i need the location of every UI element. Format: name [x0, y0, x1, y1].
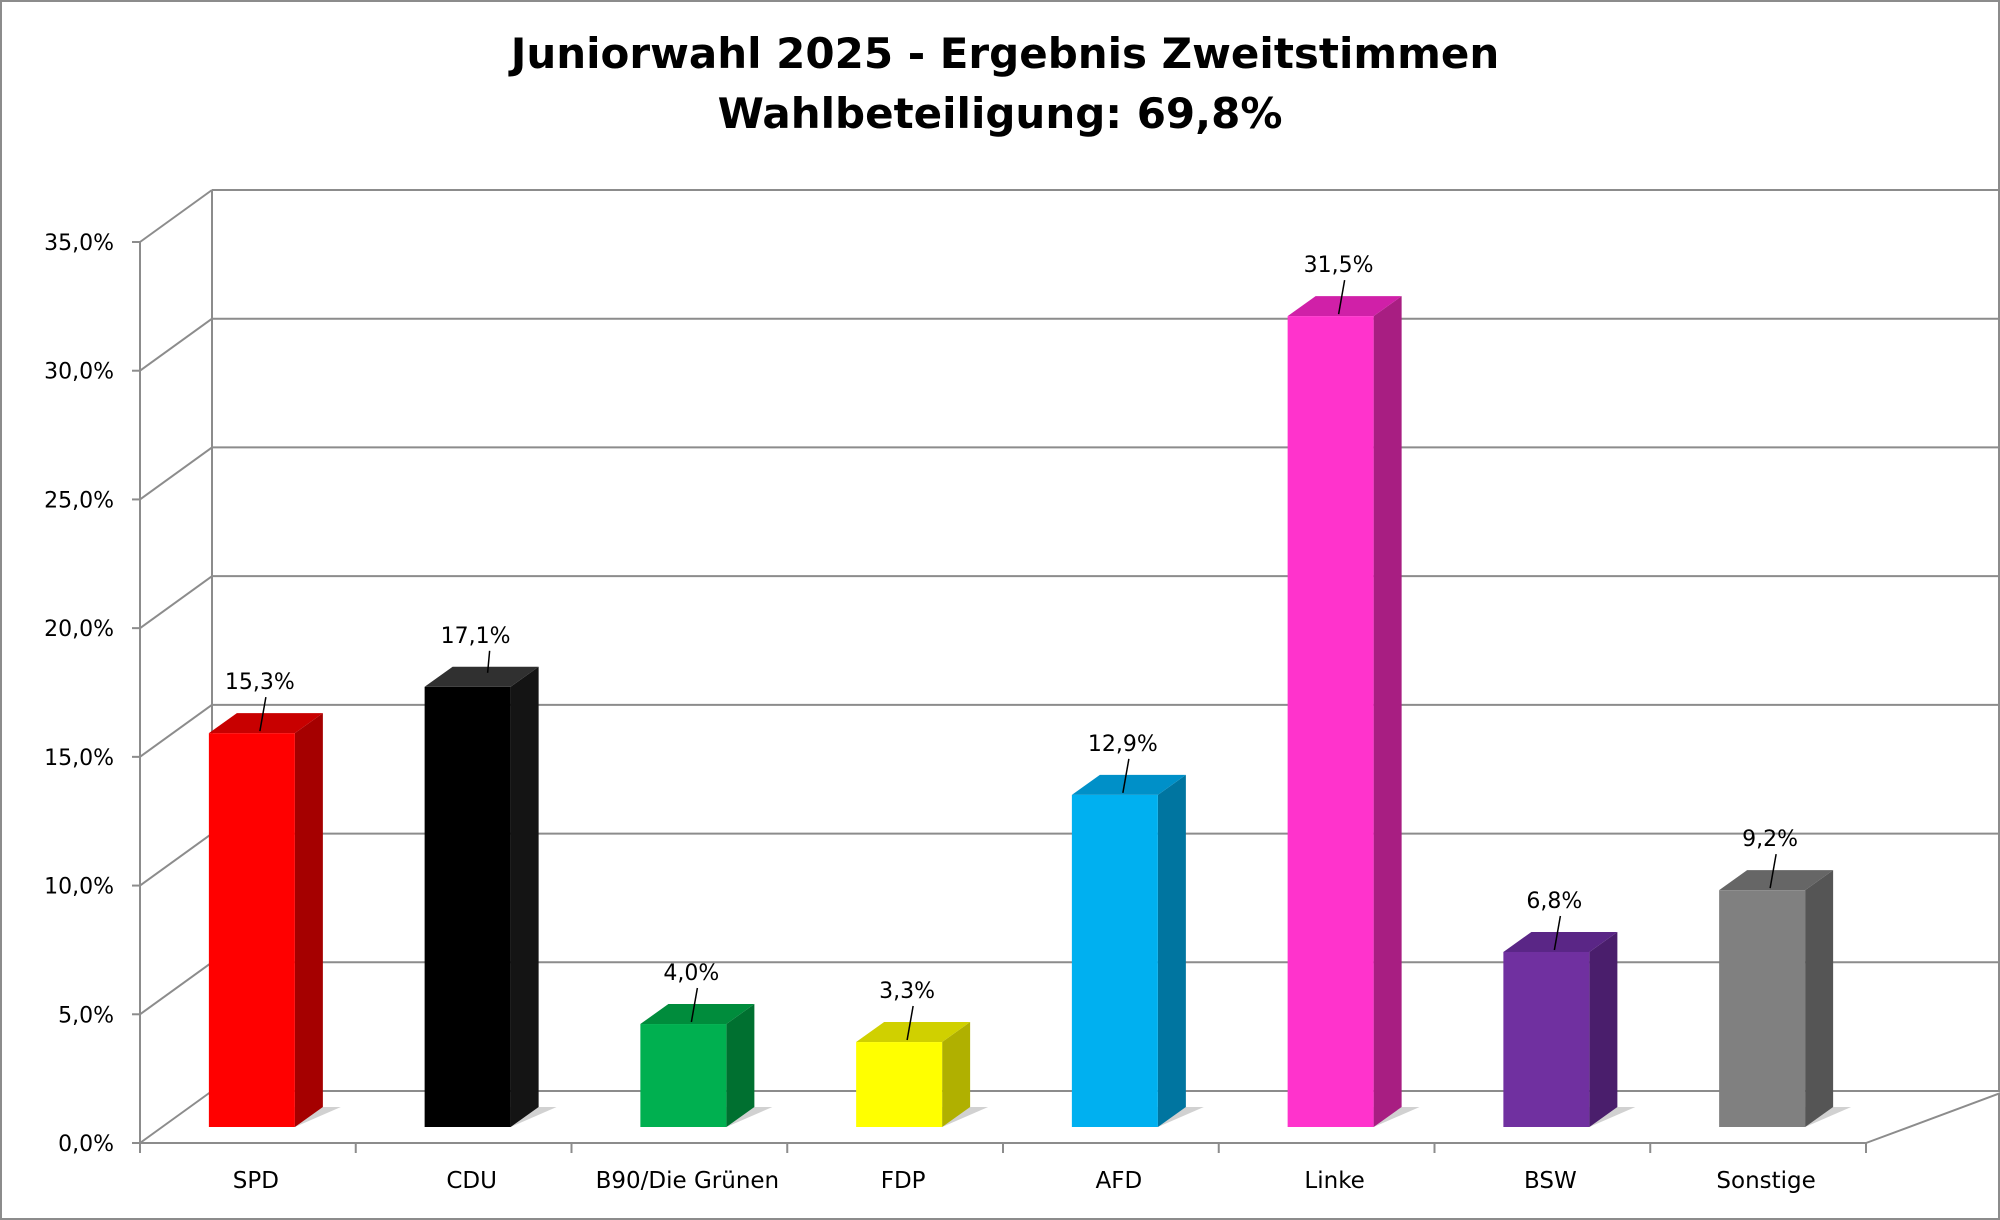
bar-afd	[1071, 774, 1204, 1127]
x-tick-label: FDP	[881, 1168, 926, 1194]
bar-b90-die-gr-nen	[640, 1004, 773, 1127]
bar-side	[726, 1004, 755, 1127]
y-tick-label: 30,0%	[44, 360, 114, 385]
gridline-depth	[139, 317, 213, 372]
bar-spd	[208, 713, 341, 1127]
bar-side	[942, 1022, 971, 1127]
axes: 0,0% 5,0% 10,0% 15,0% 20,0% 25,0% 30,0% 35,0%	[44, 190, 2000, 1157]
chart-subtitle: Wahlbeteiligung: 69,8%	[718, 89, 1283, 138]
bar-front	[208, 733, 295, 1127]
data-label-leader	[1553, 915, 1562, 951]
x-axis-depth	[1865, 1092, 2000, 1144]
bar-cdu	[424, 666, 557, 1127]
x-tick-label: CDU	[446, 1168, 497, 1194]
y-tick-label: 0,0%	[58, 1132, 114, 1157]
labels: 15,3% SPD 17,1% CDU 4,0% B90/Die Grünen 3,3% FD…	[225, 253, 1816, 1194]
data-label-leader	[1122, 758, 1130, 794]
data-label: 3,3%	[879, 979, 935, 1004]
y-tick-label: 20,0%	[44, 617, 114, 642]
gridline-depth	[139, 704, 213, 758]
y-tick-label: 10,0%	[44, 875, 114, 900]
bar-side	[1157, 774, 1186, 1127]
bar-front	[640, 1024, 727, 1127]
data-label: 17,1%	[441, 624, 511, 649]
y-tick-label: 15,0%	[44, 746, 114, 771]
bar-front	[1287, 316, 1374, 1128]
bar-bsw	[1503, 931, 1636, 1127]
data-label: 9,2%	[1742, 827, 1798, 852]
data-label-leader	[906, 1005, 914, 1041]
bar-fdp	[856, 1022, 989, 1127]
x-tick-label: SPD	[233, 1168, 279, 1194]
bar-top	[1287, 296, 1402, 317]
bar-side	[1589, 931, 1618, 1127]
data-label: 31,5%	[1304, 253, 1374, 278]
x-tick-label: AFD	[1096, 1168, 1143, 1194]
data-label: 15,3%	[225, 670, 295, 695]
bar-front	[1071, 794, 1158, 1127]
bar-side	[1805, 870, 1834, 1127]
bar-top	[1071, 774, 1186, 795]
bar-top	[640, 1004, 755, 1025]
x-tick-label: Sonstige	[1716, 1168, 1815, 1194]
gridline-depth	[139, 961, 213, 1016]
bar-front	[856, 1042, 943, 1127]
x-tick-label: Linke	[1304, 1168, 1364, 1194]
bar-top	[208, 713, 323, 734]
data-label-leader	[486, 650, 491, 673]
y-tick-label: 5,0%	[58, 1003, 114, 1028]
bar-side	[294, 713, 323, 1127]
chart-title: Juniorwahl 2025 - Ergebnis Zweitstimmen	[508, 29, 1500, 78]
bar-linke	[1287, 296, 1420, 1128]
bar-sonstige	[1719, 870, 1852, 1127]
bar-top	[856, 1022, 971, 1043]
gridline-depth	[139, 832, 213, 887]
data-label-leader	[1337, 279, 1346, 315]
bars	[208, 296, 1852, 1128]
data-label: 4,0%	[663, 961, 719, 986]
data-label-leader	[1769, 854, 1777, 889]
data-label: 6,8%	[1526, 889, 1582, 914]
bar-top	[424, 666, 539, 687]
gridline-depth	[139, 575, 213, 629]
bar-side	[1373, 296, 1402, 1128]
bar-top	[1719, 870, 1834, 891]
data-label-leader	[259, 697, 267, 732]
x-tick-label: BSW	[1524, 1168, 1577, 1194]
x-tick-label: B90/Die Grünen	[596, 1168, 780, 1194]
gridline-depth	[139, 1090, 213, 1144]
bar-top	[1503, 931, 1618, 952]
bar-front	[1719, 890, 1806, 1127]
gridline-depth	[139, 189, 213, 243]
bar-front	[424, 686, 511, 1127]
y-tick-label: 35,0%	[44, 231, 114, 256]
y-tick-label: 25,0%	[44, 488, 114, 513]
data-label: 12,9%	[1088, 732, 1158, 757]
data-label-leader	[690, 987, 699, 1023]
bar-side	[510, 666, 539, 1127]
bar-front	[1503, 951, 1590, 1127]
gridline-depth	[139, 446, 213, 501]
